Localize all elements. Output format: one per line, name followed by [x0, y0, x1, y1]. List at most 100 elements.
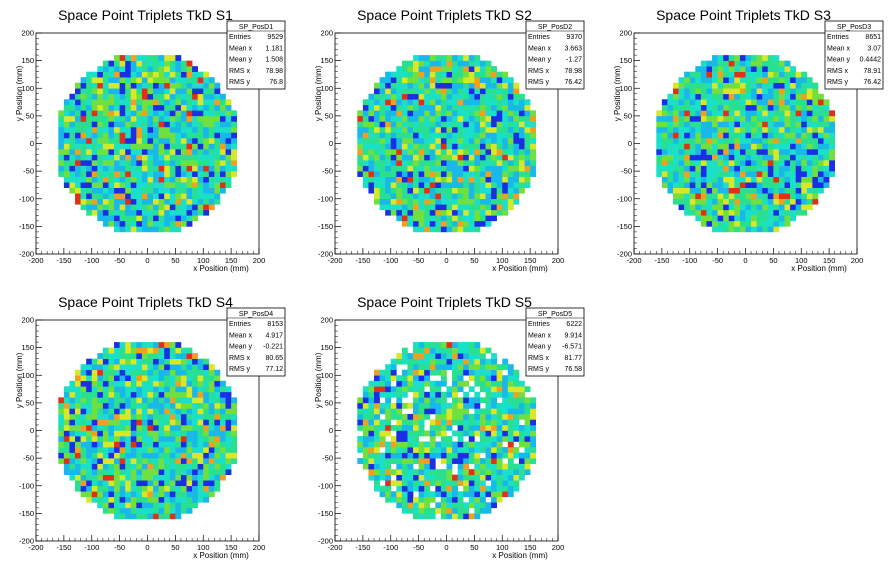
heatmap-cell — [164, 342, 171, 348]
heatmap-cell — [401, 502, 408, 509]
heatmap-cell — [745, 165, 752, 172]
heatmap-cell — [418, 215, 425, 222]
heatmap-cell — [108, 215, 115, 222]
heatmap-cell — [164, 375, 171, 382]
heatmap-cell — [524, 463, 531, 470]
stats-value: 1.181 — [265, 45, 283, 52]
heatmap-cell — [673, 171, 679, 177]
heatmap-cell — [667, 132, 674, 139]
heatmap-cell — [661, 182, 668, 188]
heatmap-cell — [119, 176, 126, 183]
heatmap-cell — [362, 402, 369, 409]
heatmap-cell — [396, 452, 403, 459]
heatmap-cell — [745, 149, 752, 155]
heatmap-cell — [192, 452, 198, 459]
heatmap-cell — [474, 353, 481, 359]
heatmap-cell — [401, 436, 408, 442]
heatmap-cell — [496, 380, 503, 387]
heatmap-cell — [153, 458, 159, 464]
heatmap-cell — [457, 469, 464, 475]
heatmap-cell — [424, 452, 431, 459]
heatmap-cell — [396, 413, 403, 420]
heatmap-cell — [745, 182, 752, 188]
heatmap-cell — [507, 424, 514, 431]
heatmap-cell — [158, 198, 165, 205]
heatmap-cell — [806, 121, 813, 128]
heatmap-cell — [119, 402, 126, 409]
heatmap-cell — [446, 408, 453, 415]
heatmap-cell — [69, 132, 76, 139]
heatmap-cell — [108, 502, 115, 509]
heatmap-cell — [530, 160, 537, 166]
heatmap-cell — [197, 171, 204, 177]
heatmap-cell — [756, 66, 763, 72]
heatmap-cell — [689, 99, 696, 106]
heatmap-cell — [385, 413, 392, 420]
heatmap-cell — [225, 149, 232, 155]
heatmap-cell — [169, 430, 176, 437]
heatmap-cell — [102, 386, 109, 393]
heatmap-cell — [728, 220, 735, 227]
heatmap-cell — [817, 143, 824, 150]
heatmap-cell — [491, 165, 497, 172]
heatmap-cell — [114, 99, 120, 106]
heatmap-cell — [136, 126, 143, 133]
heatmap-cell — [452, 182, 458, 188]
heatmap-cell — [457, 220, 464, 227]
heatmap-cell — [773, 126, 780, 133]
heatmap-cell — [390, 132, 397, 139]
heatmap-cell — [773, 149, 780, 155]
heatmap-cell — [739, 126, 746, 133]
heatmap-cell — [91, 165, 98, 172]
heatmap-cell — [424, 408, 431, 415]
heatmap-cell — [728, 165, 735, 172]
heatmap-cell — [474, 358, 481, 365]
heatmap-cell — [717, 132, 724, 139]
heatmap-cell — [463, 441, 470, 448]
heatmap-cell — [153, 88, 159, 95]
heatmap-cell — [158, 347, 165, 354]
heatmap-cell — [86, 121, 93, 128]
heatmap-cell — [739, 176, 746, 183]
y-tick-label: 150 — [320, 56, 333, 65]
heatmap-cell — [667, 165, 674, 172]
heatmap-cell — [119, 424, 126, 431]
heatmap-cell — [468, 496, 475, 503]
heatmap-cell — [69, 121, 76, 128]
heatmap-cell — [231, 165, 238, 172]
heatmap-cell — [700, 143, 707, 150]
heatmap-cell — [91, 209, 98, 216]
heatmap-cell — [75, 424, 81, 431]
heatmap-cell — [452, 342, 458, 348]
heatmap-cell — [667, 187, 674, 194]
heatmap-cell — [186, 419, 193, 426]
heatmap-cell — [180, 82, 187, 89]
heatmap-cell — [119, 413, 126, 420]
heatmap-cell — [208, 171, 215, 177]
heatmap-cell — [452, 513, 458, 520]
heatmap-cell — [362, 441, 369, 448]
heatmap-cell — [192, 469, 198, 475]
heatmap-cell — [468, 397, 475, 404]
heatmap-cell — [69, 413, 76, 420]
heatmap-cell — [689, 176, 696, 183]
heatmap-cell — [158, 176, 165, 183]
heatmap-cell — [463, 99, 470, 106]
heatmap-cell — [86, 126, 93, 133]
heatmap-cell — [795, 209, 802, 216]
heatmap-cell — [97, 171, 104, 177]
heatmap-cell — [429, 143, 436, 150]
heatmap-cell — [485, 126, 492, 133]
heatmap-cell — [723, 126, 730, 133]
heatmap-cell — [496, 115, 503, 122]
heatmap-cell — [136, 419, 143, 426]
heatmap-cell — [192, 474, 198, 481]
heatmap-cell — [197, 198, 204, 205]
heatmap-cell — [130, 469, 137, 475]
heatmap-cell — [457, 77, 464, 84]
heatmap-cell — [429, 447, 436, 453]
heatmap-cell — [102, 364, 109, 371]
heatmap-cell — [385, 198, 392, 205]
heatmap-cell — [153, 160, 159, 166]
heatmap-cell — [463, 165, 470, 172]
